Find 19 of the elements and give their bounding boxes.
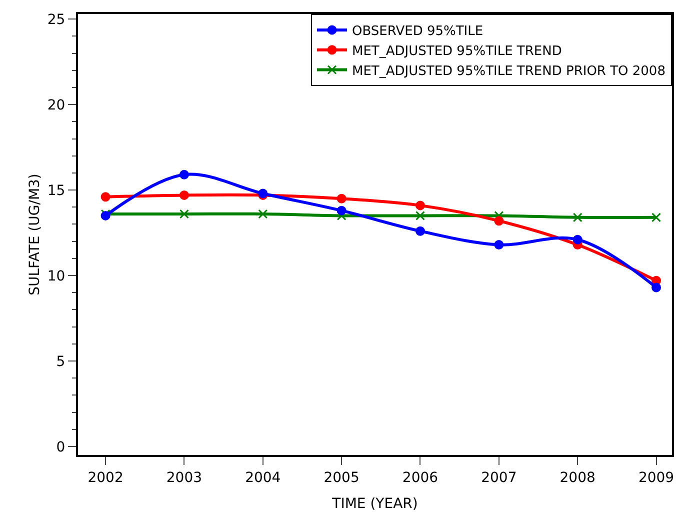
x-tick-label: 2006 bbox=[402, 470, 438, 486]
x-tick-label: 2002 bbox=[88, 470, 124, 486]
x-tick-label: 2003 bbox=[166, 470, 202, 486]
legend-label: OBSERVED 95%TILE bbox=[352, 24, 484, 40]
x-axis-title: TIME (YEAR) bbox=[331, 496, 418, 512]
y-tick-label: 25 bbox=[47, 12, 66, 28]
y-tick-label: 5 bbox=[56, 354, 66, 370]
x-tick-label: 2008 bbox=[560, 470, 596, 486]
y-tick-label: 10 bbox=[47, 268, 66, 284]
x-tick-label: 2004 bbox=[245, 470, 281, 486]
x-tick-label: 2009 bbox=[638, 470, 674, 486]
y-tick-label: 20 bbox=[47, 97, 66, 114]
legend-label: MET_ADJUSTED 95%TILE TREND PRIOR TO 2008 bbox=[352, 64, 666, 79]
y-tick-label: 0 bbox=[56, 439, 66, 456]
legend-label: MET_ADJUSTED 95%TILE TREND bbox=[352, 44, 562, 59]
y-tick-label: 15 bbox=[47, 182, 66, 199]
x-tick-label: 2005 bbox=[324, 470, 360, 486]
y-axis-title: SULFATE (UG/M3) bbox=[27, 174, 43, 296]
x-tick-label: 2007 bbox=[481, 470, 517, 486]
